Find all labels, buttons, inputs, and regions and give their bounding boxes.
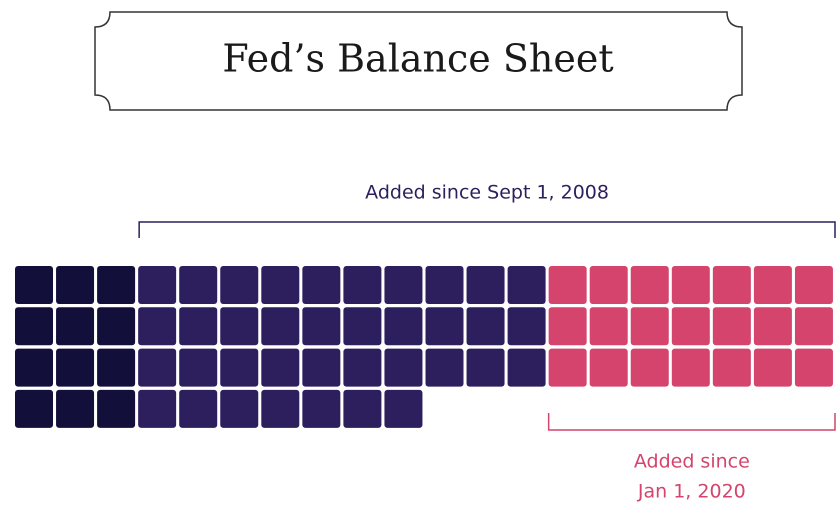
waffle-cell: [384, 307, 423, 346]
waffle-cell: [712, 307, 751, 346]
waffle-cell: [343, 389, 382, 428]
waffle-cell: [384, 389, 423, 428]
annotation: Added since: [634, 451, 750, 473]
waffle-cell: [261, 266, 300, 304]
waffle-cell: [425, 307, 464, 346]
waffle-cell: [15, 266, 53, 304]
waffle-cell: [179, 266, 218, 304]
waffle-cell: [220, 389, 259, 428]
waffle-cell: [630, 348, 669, 387]
waffle-cell: [56, 307, 95, 346]
waffle-cell: [261, 307, 300, 346]
waffle-cell: [56, 348, 95, 387]
bracket: [138, 221, 836, 238]
waffle-cell: [589, 348, 628, 387]
waffle-cell: [548, 307, 587, 346]
waffle-cell: [343, 266, 382, 304]
waffle-cell: [138, 348, 177, 387]
waffle-cell: [630, 307, 669, 346]
title-frame: [94, 11, 743, 111]
waffle-cell: [343, 348, 382, 387]
waffle-cell: [97, 389, 136, 428]
waffle-cell: [220, 307, 259, 346]
waffle-cell: [261, 389, 300, 428]
waffle-cell: [589, 307, 628, 346]
waffle-cell: [712, 348, 751, 387]
waffle-cell: [138, 307, 177, 346]
waffle-cell: [507, 307, 546, 346]
waffle-cell: [179, 348, 218, 387]
waffle-cell: [548, 266, 587, 304]
waffle-cell: [753, 266, 792, 304]
waffle-cell: [343, 307, 382, 346]
waffle-cell: [302, 307, 341, 346]
waffle-cell: [384, 266, 423, 304]
waffle-cell: [712, 266, 751, 304]
waffle-cell: [466, 307, 505, 346]
waffle-cell: [179, 389, 218, 428]
waffle-cell: [425, 266, 464, 304]
waffle-cell: [261, 348, 300, 387]
waffle-cell: [56, 389, 95, 428]
waffle-cell: [425, 348, 464, 387]
waffle-cell: [466, 348, 505, 387]
waffle-cell: [302, 348, 341, 387]
waffle-cell: [56, 266, 95, 304]
waffle-cell: [15, 389, 53, 428]
waffle-cell: [589, 266, 628, 304]
waffle-cell: [753, 307, 792, 346]
waffle-cell: [753, 348, 792, 387]
waffle-cell: [302, 266, 341, 304]
waffle-cell: [507, 348, 546, 387]
waffle-cell: [97, 307, 136, 346]
waffle-cell: [671, 266, 710, 304]
waffle-cell: [384, 348, 423, 387]
waffle-cell: [507, 266, 546, 304]
waffle-cell: [138, 389, 177, 428]
waffle-cell: [179, 307, 218, 346]
annotation: Jan 1, 2020: [637, 481, 746, 503]
annotation: Added since Sept 1, 2008: [365, 182, 609, 204]
chart-title: Fed’s Balance Sheet: [222, 37, 613, 81]
waffle-cell: [15, 307, 53, 346]
waffle-cell: [794, 307, 833, 346]
waffle-cell: [548, 348, 587, 387]
bracket: [547, 413, 836, 431]
waffle-cell: [220, 348, 259, 387]
waffle-cell: [466, 266, 505, 304]
waffle-cell: [220, 266, 259, 304]
waffle-cell: [97, 266, 136, 304]
waffle-cell: [671, 348, 710, 387]
waffle-cell: [302, 389, 341, 428]
waffle-cell: [794, 348, 833, 387]
waffle-cell: [138, 266, 177, 304]
waffle-cell: [15, 348, 53, 387]
waffle-cell: [671, 307, 710, 346]
waffle-cell: [794, 266, 833, 304]
waffle-cell: [97, 348, 136, 387]
waffle-cell: [630, 266, 669, 304]
